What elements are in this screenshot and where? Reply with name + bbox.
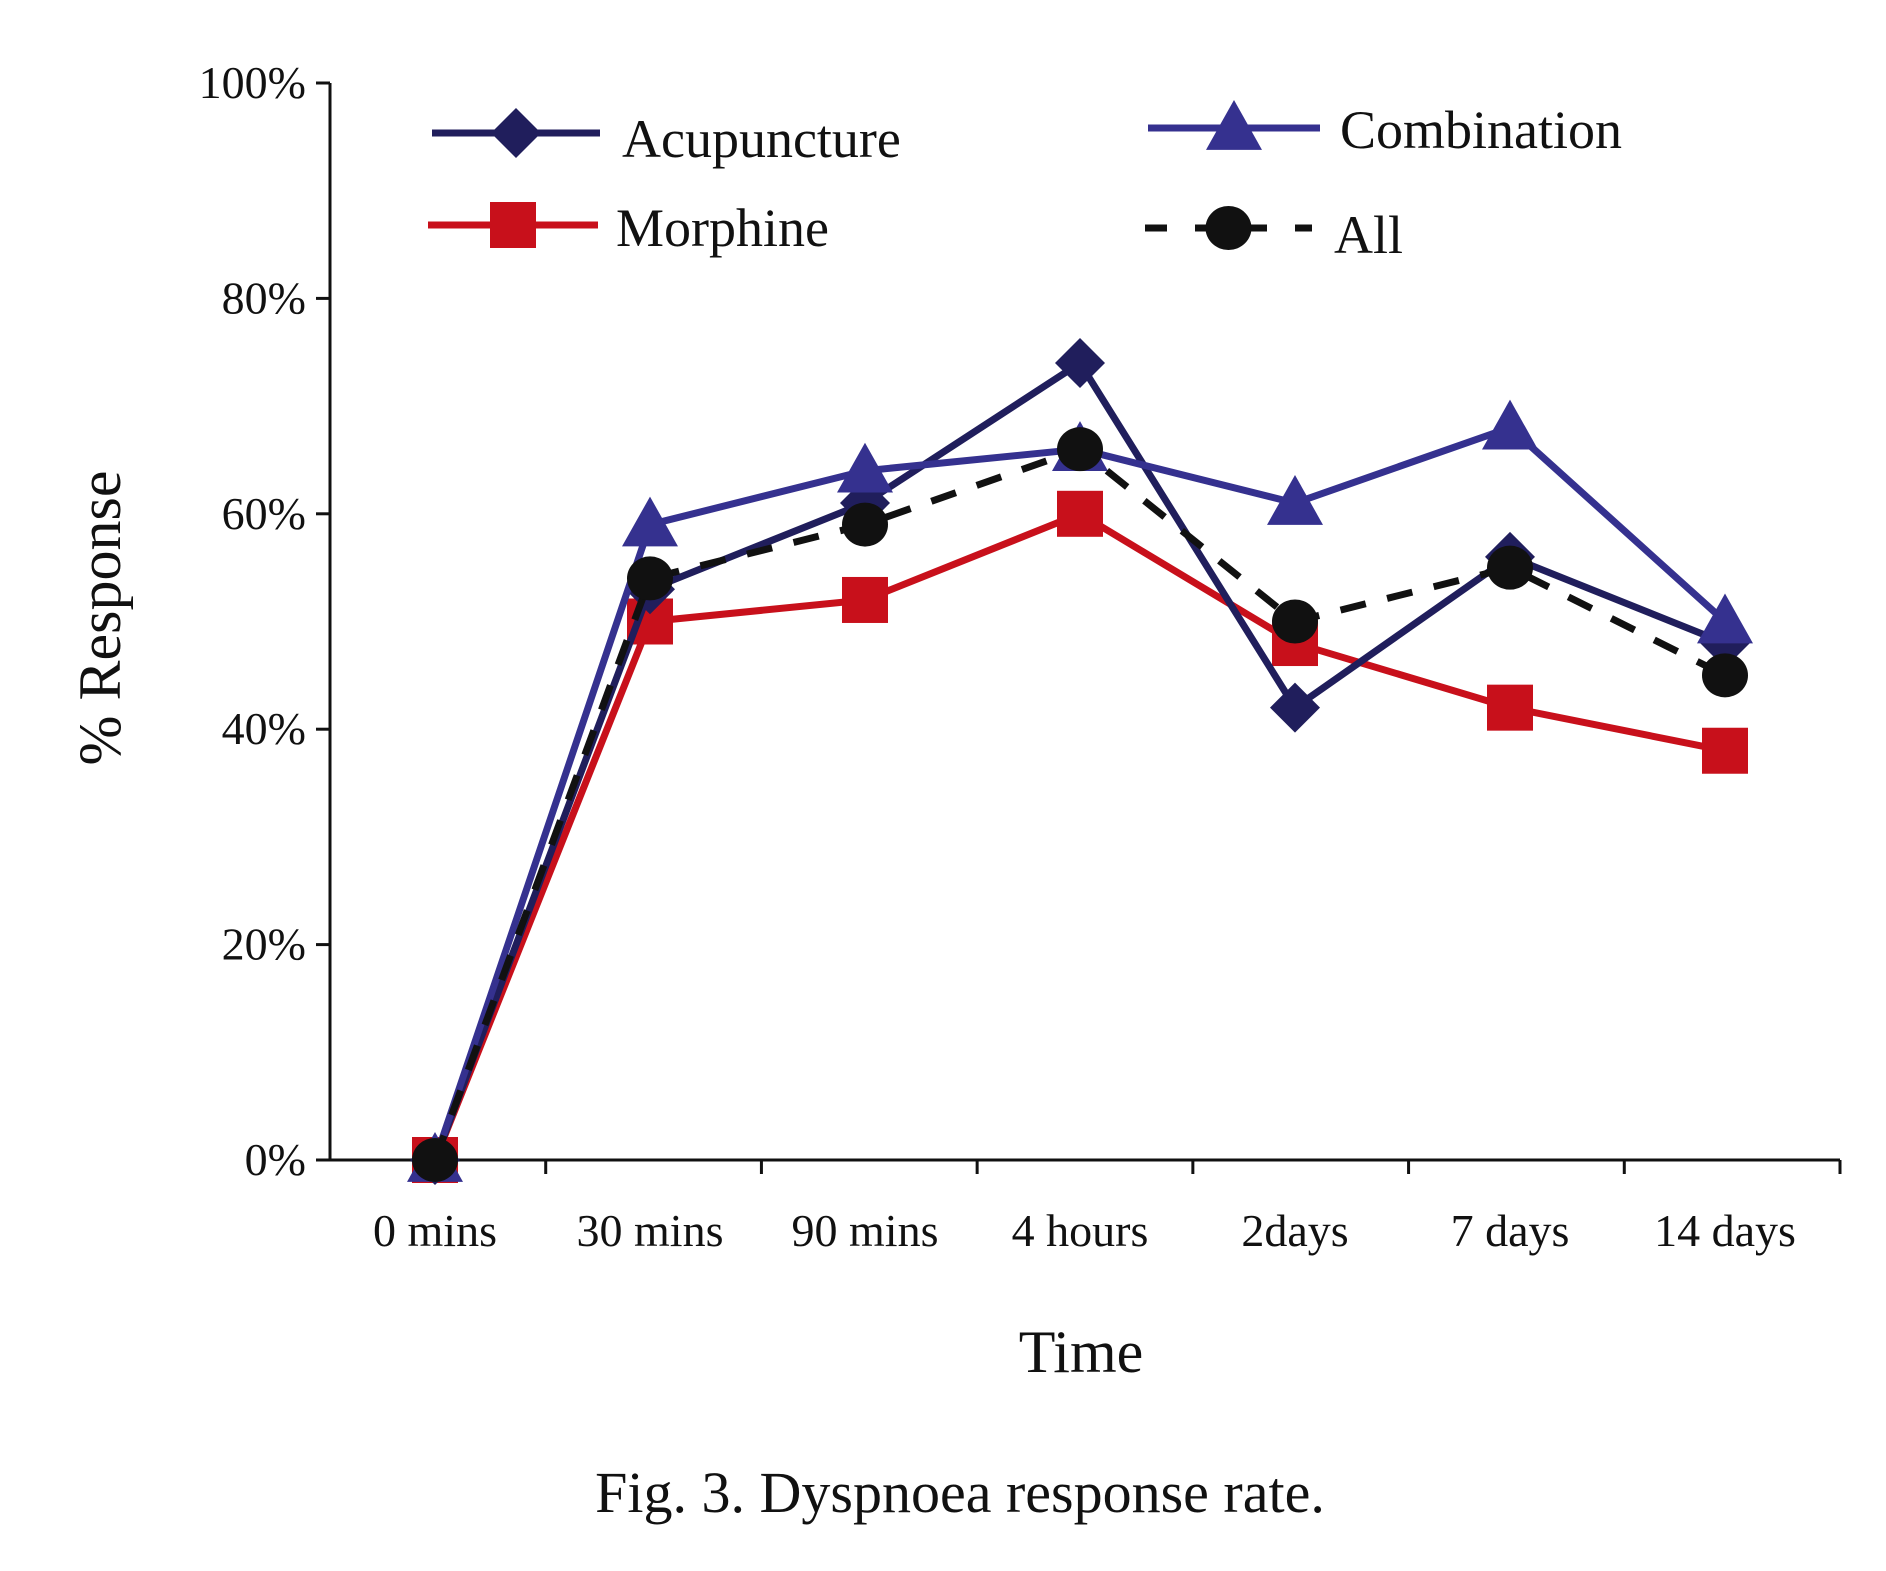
data-point-combination [837,442,893,493]
legend-item-combination: Combination [1148,100,1622,160]
legend-marker-all [1205,206,1252,250]
x-tick-label: 2days [1241,1205,1348,1256]
legend-marker-morphine [490,202,536,248]
chart-axes [316,81,1842,1174]
y-tick-label: 40% [222,703,306,754]
figure-caption: Fig. 3. Dyspnoea response rate. [595,1460,1325,1525]
series-morphine [412,490,1748,1183]
legend-item-all: All [1145,205,1403,265]
data-point-all [412,1138,458,1182]
data-point-all [1487,545,1533,590]
x-tick-label: 30 mins [577,1205,724,1256]
data-point-morphine [1487,684,1533,731]
x-tick-label: 90 mins [792,1205,939,1256]
data-point-combination [622,496,678,547]
data-point-all [627,556,673,601]
legend-label-all: All [1334,205,1403,265]
legend-item-morphine: Morphine [428,198,829,258]
data-point-acupuncture [1270,682,1320,733]
data-point-morphine [842,576,888,623]
legend-label-combination: Combination [1340,100,1622,160]
data-point-acupuncture [1055,338,1105,389]
chart-series [407,338,1753,1185]
x-tick-label: 0 mins [373,1205,497,1256]
series-line-acupuncture [431,359,1727,1162]
x-tick-label: 14 days [1654,1205,1796,1256]
data-point-all [1057,427,1103,472]
legend-item-acupuncture: Acupuncture [432,108,901,169]
legend-label-morphine: Morphine [616,198,829,258]
series-all [412,427,1748,1182]
y-tick-label: 0% [245,1134,306,1185]
y-axis-title: % Response [67,471,133,766]
legend-marker-combination [1206,100,1262,150]
y-tick-label: 100% [199,57,306,108]
data-point-combination [1697,593,1753,644]
data-point-morphine [1057,490,1103,537]
data-point-all [1272,599,1318,644]
data-point-all [842,502,888,547]
y-tick-label: 60% [222,488,306,539]
legend-label-acupuncture: Acupuncture [622,109,901,169]
x-tick-label: 7 days [1451,1205,1570,1256]
x-tick-label: 4 hours [1012,1205,1149,1256]
data-point-all [1702,653,1748,698]
data-point-morphine [1702,727,1748,774]
x-axis-title: Time [1019,1319,1144,1385]
chart-tick-labels: 0% 20% 40% 60% 80% 100% 0 mins 30 mins 90 mins 4 … [199,57,1796,1256]
y-tick-label: 20% [222,919,306,970]
data-point-combination [1267,475,1323,525]
legend-marker-acupuncture [491,108,541,158]
y-tick-label: 80% [222,272,306,323]
data-point-combination [1482,399,1538,450]
chart-legend: Acupuncture Combination Morphine All [428,100,1622,265]
